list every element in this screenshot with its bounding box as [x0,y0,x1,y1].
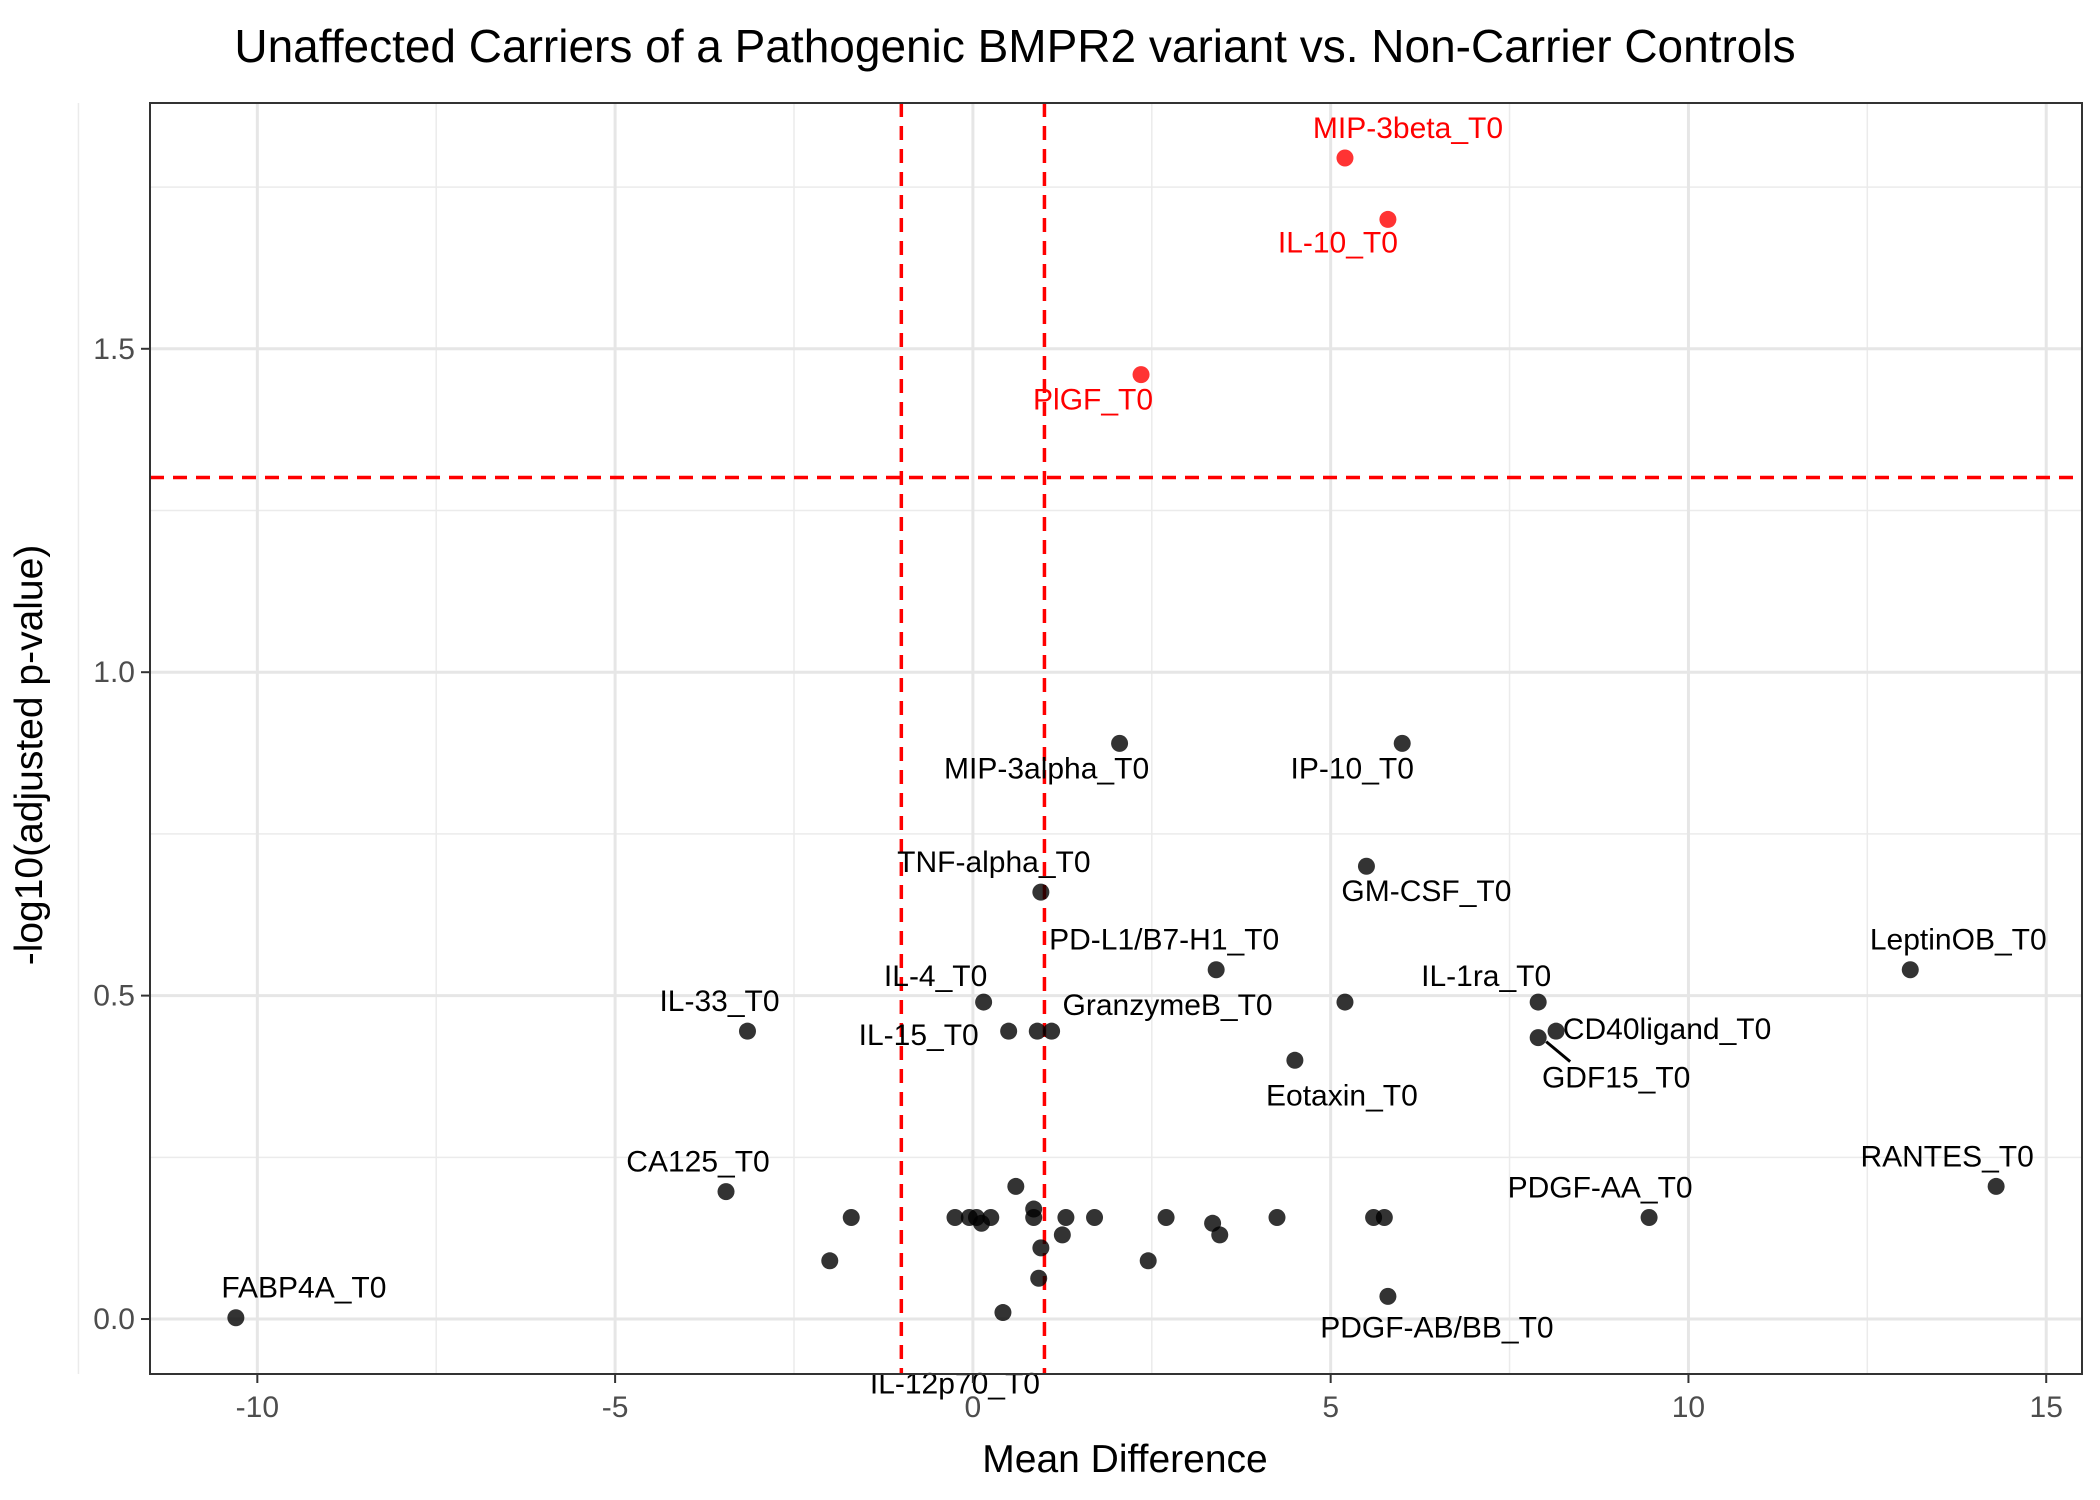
data-point [1086,1208,1104,1226]
data-point [1025,1208,1043,1226]
x-tick-label: 10 [1672,1391,1705,1424]
y-tick-label: 0.0 [93,1303,135,1336]
data-point [1379,1287,1397,1305]
data-point [994,1304,1012,1322]
point-label: TNF-alpha_T0 [897,846,1090,879]
data-point [1357,857,1375,875]
data-point [946,1208,964,1226]
y-tick-label: 1.5 [93,333,135,366]
data-point [1207,961,1225,979]
data-points [227,149,2005,1327]
point-label: IL-10_T0 [1278,226,1398,259]
data-point [1007,1177,1025,1195]
point-label: FABP4A_T0 [221,1272,386,1305]
point-label: IL-15_T0 [859,1019,979,1052]
data-point [1157,1208,1175,1226]
grid-lines [77,103,2082,1374]
point-label: MIP-3beta_T0 [1313,112,1503,145]
point-label: PDGF-AA_T0 [1508,1171,1693,1204]
data-point [1211,1226,1229,1244]
x-tick-label: 15 [2030,1391,2063,1424]
data-point [1375,1208,1393,1226]
data-point [227,1309,245,1327]
data-point [1032,1239,1050,1257]
data-point [1057,1208,1075,1226]
data-point [1028,1022,1046,1040]
point-label: PlGF_T0 [1033,384,1153,417]
data-point [1030,1269,1048,1287]
point-label: GDF15_T0 [1542,1062,1690,1095]
data-point [1268,1208,1286,1226]
x-axis-title: Mean Difference [982,1438,1267,1481]
panel-border [149,102,2083,1375]
data-point [982,1208,1000,1226]
data-point [1640,1208,1658,1226]
x-axis-ticks: -10 -5 0 5 10 15 [236,1374,2063,1424]
data-point [1053,1226,1071,1244]
point-label: GranzymeB_T0 [1063,989,1273,1022]
point-label: PD-L1/B7-H1_T0 [1049,924,1279,957]
data-point [717,1183,735,1201]
point-label: CA125_T0 [626,1146,769,1179]
label-leader-line [1545,1040,1572,1063]
y-axis-title: -log10(adjusted p-value) [8,545,51,966]
point-label: RANTES_T0 [1860,1140,2033,1173]
point-label: PDGF-AB/BB_T0 [1320,1311,1553,1344]
point-label: LeptinOB_T0 [1870,924,2047,957]
data-point [1901,961,1919,979]
data-point [1000,1022,1018,1040]
data-point [1111,734,1129,752]
point-label: MIP-3alpha_T0 [944,752,1149,785]
chart-title: Unaffected Carriers of a Pathogenic BMPR… [234,20,1795,72]
data-point [1379,210,1397,228]
plot-frame [149,102,2083,1375]
point-label: IL-4_T0 [884,960,987,993]
threshold-lines [150,103,2082,1374]
point-label: IL-12p70_T0 [870,1368,1040,1401]
data-point [1132,366,1150,384]
data-point [1336,993,1354,1011]
data-point [821,1252,839,1270]
point-label: CD40ligand_T0 [1563,1013,1771,1046]
data-point [975,993,993,1011]
x-tick-label: -5 [602,1391,629,1424]
data-point [1529,1029,1547,1047]
data-point [842,1208,860,1226]
x-tick-label: 0 [965,1391,982,1424]
data-point [1987,1177,2005,1195]
y-tick-label: 1.0 [93,656,135,689]
data-point [1547,1022,1565,1040]
y-axis-ticks: 0.0 0.5 1.0 1.5 [93,333,150,1336]
data-point [1336,149,1354,167]
x-tick-label: -10 [236,1391,279,1424]
data-point [738,1022,756,1040]
data-point [1393,734,1411,752]
point-label: IL-1ra_T0 [1421,960,1551,993]
data-point [1043,1022,1061,1040]
data-point [1286,1051,1304,1069]
y-tick-label: 0.5 [93,980,135,1013]
point-label: Eotaxin_T0 [1266,1079,1418,1112]
data-point [1529,993,1547,1011]
data-point [1032,883,1050,901]
x-tick-label: 5 [1322,1391,1339,1424]
point-label: GM-CSF_T0 [1341,875,1511,908]
data-point [1139,1252,1157,1270]
point-label: IL-33_T0 [659,985,779,1018]
point-label: IP-10_T0 [1291,752,1414,785]
